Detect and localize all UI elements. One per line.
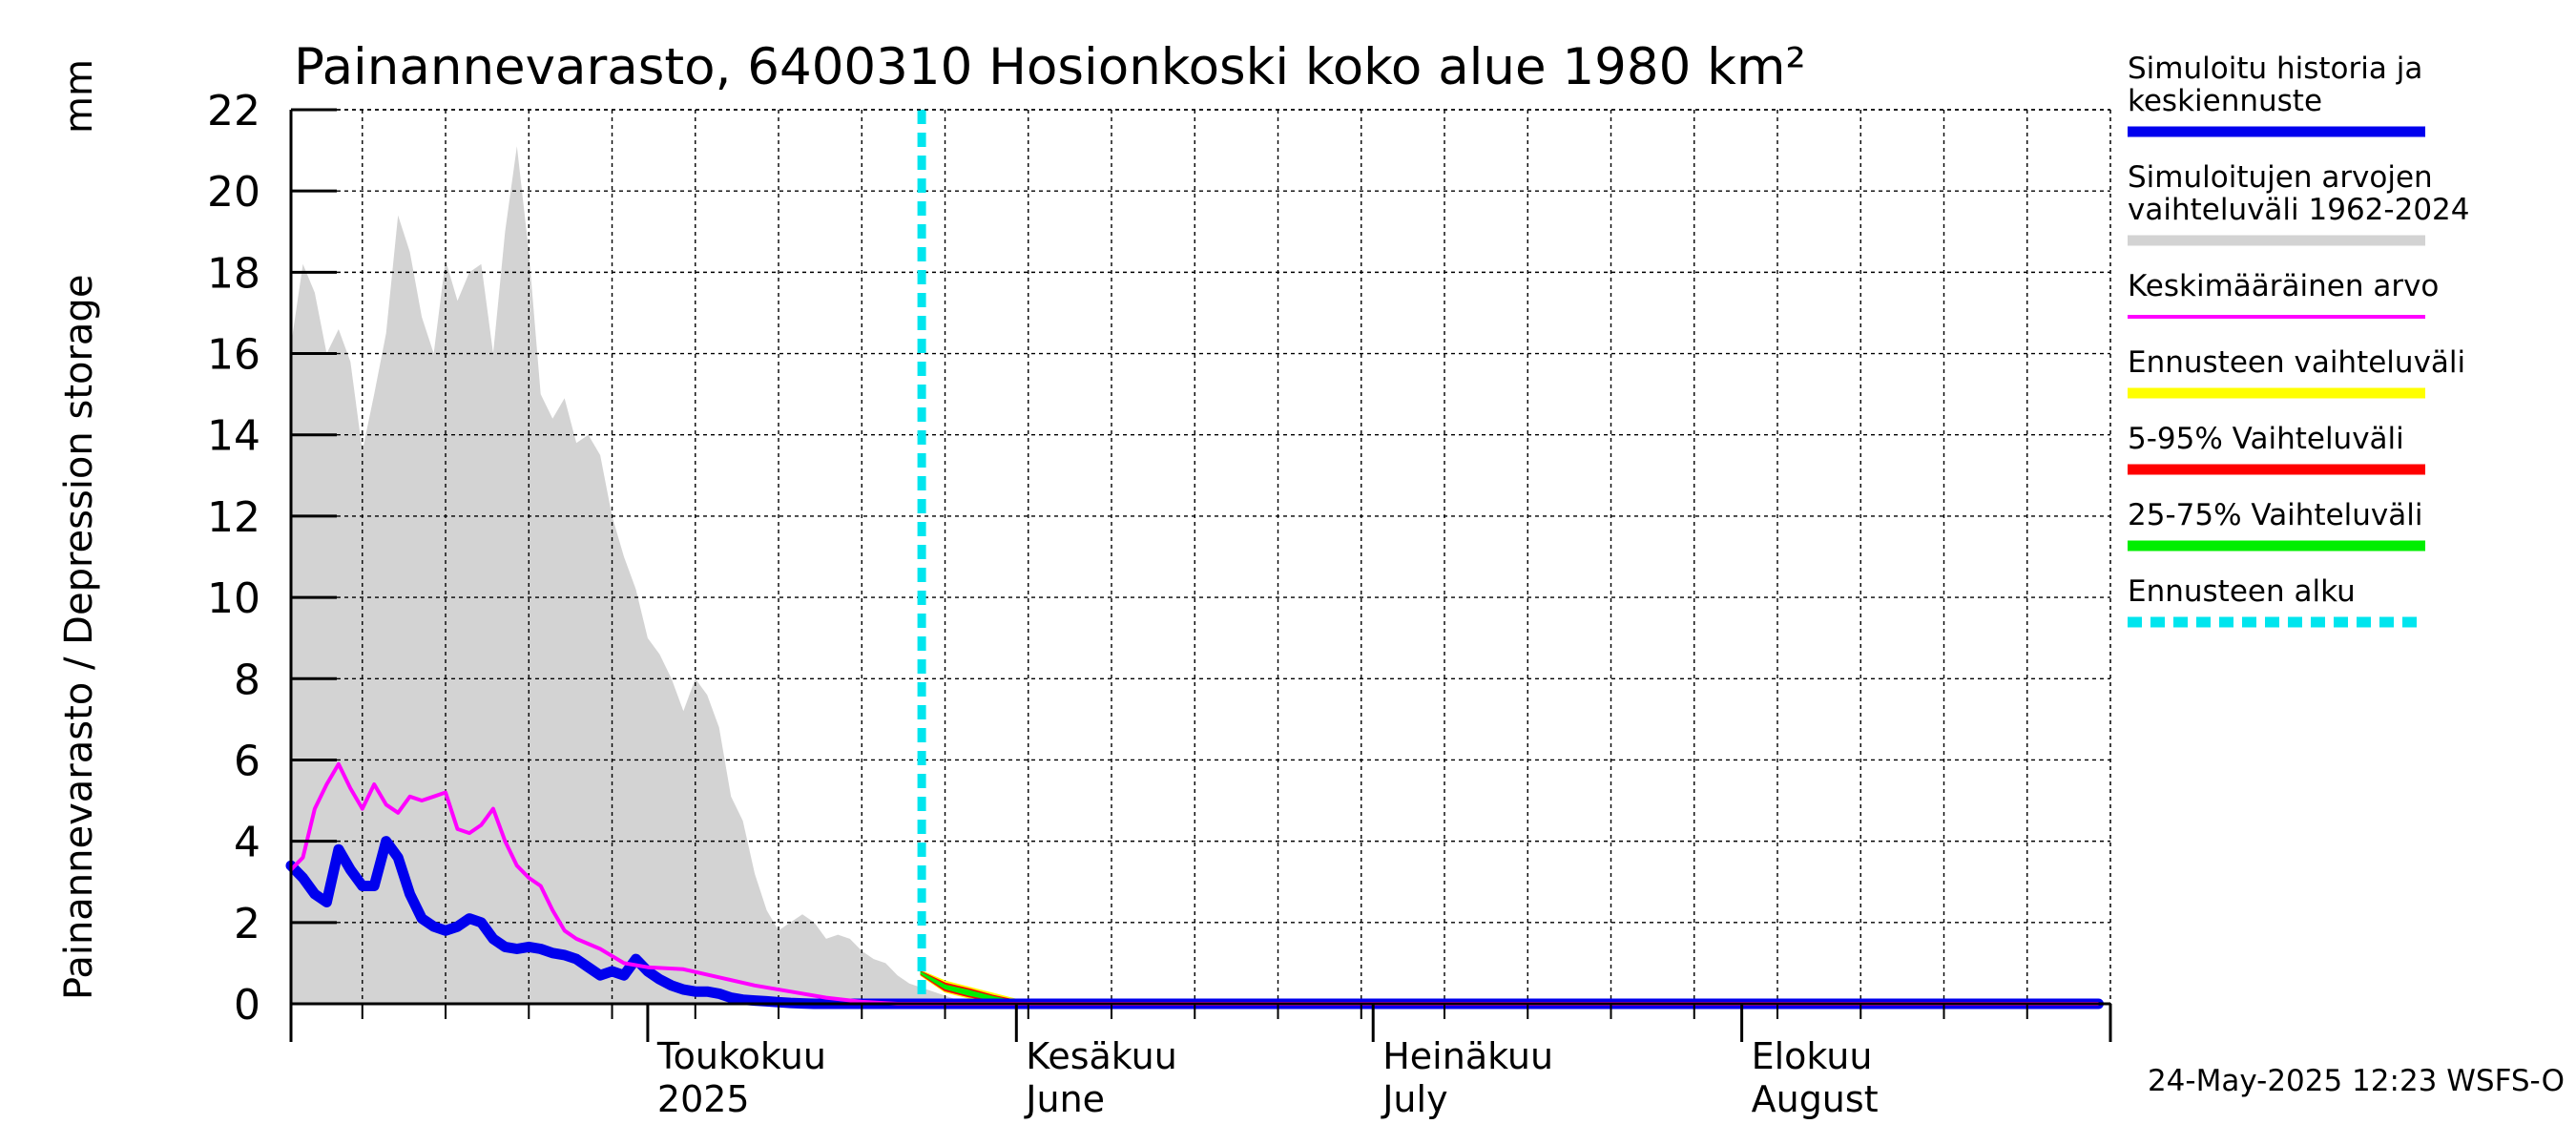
legend-label: Ennusteen alku — [2128, 574, 2356, 609]
legend-label: keskiennuste — [2128, 84, 2322, 118]
legend-label: vaihteluväli 1962-2024 — [2128, 193, 2469, 227]
legend-label: Keskimääräinen arvo — [2128, 269, 2439, 303]
legend-label: Ennusteen vaihteluväli — [2128, 345, 2465, 380]
x-month-label: Toukokuu — [656, 1035, 826, 1077]
y-tick-label: 4 — [234, 819, 260, 867]
footer-timestamp: 24-May-2025 12:23 WSFS-O — [2148, 1064, 2565, 1098]
x-year-label: August — [1752, 1078, 1879, 1120]
x-year-label: 2025 — [657, 1078, 750, 1120]
legend-label: 25-75% Vaihteluväli — [2128, 498, 2423, 532]
y-tick-label: 0 — [234, 981, 260, 1030]
x-month-label: Heinäkuu — [1382, 1035, 1553, 1077]
y-tick-label: 18 — [207, 249, 260, 298]
chart-title: Painannevarasto, 6400310 Hosionkoski kok… — [294, 38, 1806, 96]
y-tick-label: 16 — [207, 331, 260, 380]
legend-label: Simuloitujen arvojen — [2128, 160, 2433, 195]
legend-label: 5-95% Vaihteluväli — [2128, 422, 2404, 456]
y-tick-label: 12 — [207, 493, 260, 542]
x-month-label: Elokuu — [1752, 1035, 1873, 1077]
y-tick-label: 20 — [207, 168, 260, 217]
y-tick-label: 2 — [234, 900, 260, 948]
y-tick-label: 14 — [207, 412, 260, 461]
legend-label: Simuloitu historia ja — [2128, 52, 2422, 86]
y-axis-unit: mm — [57, 59, 101, 134]
y-tick-label: 10 — [207, 574, 260, 623]
x-month-label: Kesäkuu — [1026, 1035, 1177, 1077]
y-tick-label: 22 — [207, 87, 260, 135]
y-axis-label: Painannevarasto / Depression storage — [57, 275, 101, 1000]
y-tick-label: 8 — [234, 656, 260, 704]
axes-layer: 0246810121416182022Toukokuu2025KesäkuuJu… — [207, 87, 2112, 1120]
x-year-label: July — [1381, 1078, 1447, 1120]
y-tick-label: 6 — [234, 737, 260, 785]
x-year-label: June — [1024, 1078, 1105, 1120]
